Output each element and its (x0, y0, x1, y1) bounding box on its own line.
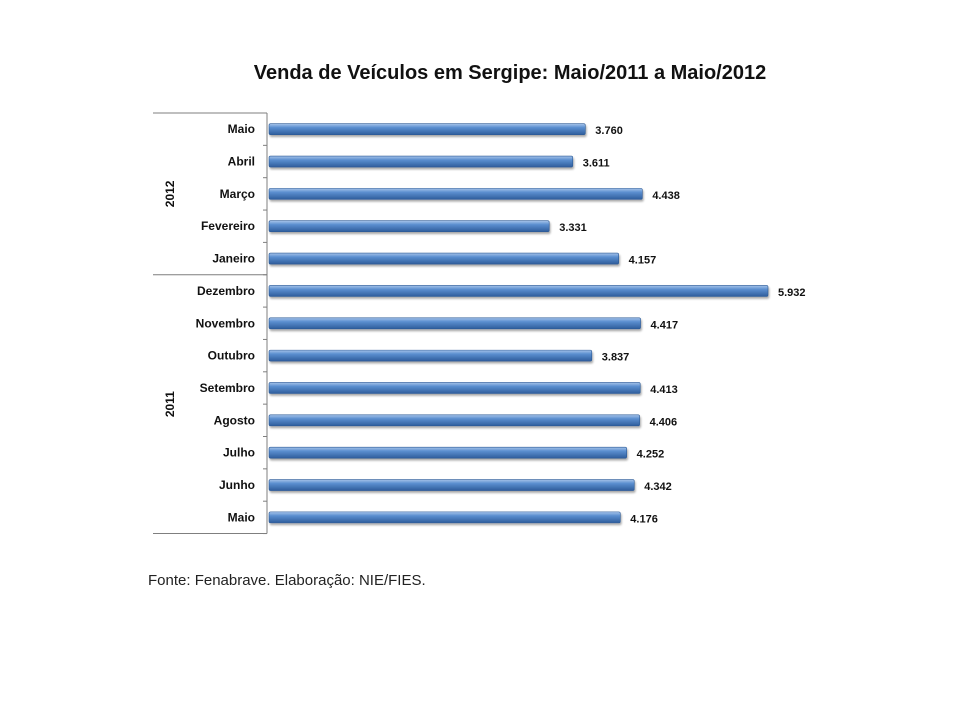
category-label: Maio (228, 122, 255, 136)
value-label: 4.176 (630, 513, 658, 525)
value-label: 4.406 (650, 416, 678, 428)
value-label: 4.438 (652, 190, 680, 202)
value-label: 4.342 (644, 481, 672, 493)
bar-2012-fevereiro (268, 220, 550, 233)
value-label: 4.417 (651, 319, 679, 331)
category-label: Outubro (208, 349, 255, 363)
category-label: Setembro (200, 381, 255, 395)
bar-2012-abril (268, 155, 574, 168)
category-label: Março (220, 187, 255, 201)
bar-2011-junho (268, 479, 635, 491)
bar-2011-setembro (268, 382, 641, 394)
category-label: Janeiro (212, 252, 255, 266)
value-label: 4.252 (637, 449, 665, 461)
bar-2011-julho (268, 446, 627, 459)
group-label-2011: 2011 (163, 391, 177, 417)
bar-2011-outubro (268, 349, 593, 362)
category-label: Fevereiro (201, 219, 255, 233)
bar-2011-novembro (268, 317, 641, 330)
bar-2011-maio (268, 511, 621, 524)
value-label: 4.157 (629, 255, 657, 267)
category-label: Maio (228, 510, 255, 524)
value-label: 3.760 (595, 125, 623, 137)
value-label: 3.837 (602, 352, 630, 364)
value-label: 3.331 (559, 222, 587, 234)
category-label: Abril (228, 155, 255, 169)
value-label: 3.611 (583, 158, 610, 170)
category-label: Dezembro (197, 284, 255, 298)
group-label-2012: 2012 (163, 180, 177, 207)
category-label: Junho (219, 478, 255, 492)
value-label: 4.413 (650, 384, 678, 396)
bar-2011-dezembro (268, 285, 769, 297)
category-label: Agosto (214, 413, 255, 427)
bar-2011-agosto (268, 414, 640, 427)
chart-title: Venda de Veículos em Sergipe: Maio/2011 … (253, 62, 767, 84)
chart-source: Fonte: Fenabrave. Elaboração: NIE/FIES. (148, 572, 426, 589)
category-label: Novembro (196, 316, 255, 330)
value-label: 5.932 (778, 287, 806, 299)
category-label: Julho (223, 446, 255, 460)
bar-2012-janeiro (268, 252, 619, 265)
bar-2012-maio (268, 123, 586, 135)
bar-2012-março (268, 188, 643, 200)
